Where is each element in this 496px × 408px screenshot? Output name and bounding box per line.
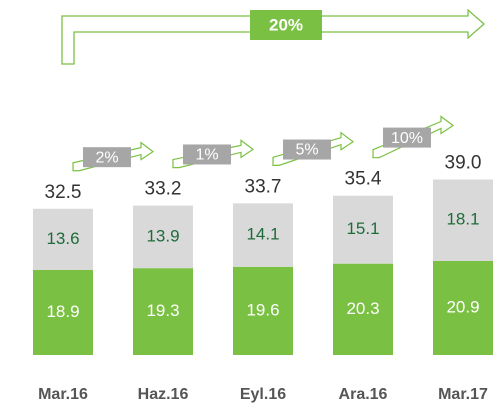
value-label: 15.1	[346, 219, 379, 238]
x-tick-label: Ara.16	[339, 386, 388, 403]
bar-segment	[133, 268, 193, 355]
total-label: 32.5	[45, 182, 82, 203]
bar-segment	[433, 260, 493, 355]
overall-growth: 20%	[269, 15, 303, 34]
total-label: 33.7	[245, 176, 282, 197]
total-label: 39.0	[445, 153, 482, 174]
growth-label: 2%	[95, 149, 118, 166]
value-label: 20.9	[446, 297, 479, 316]
growth-box	[183, 144, 231, 165]
bar-segment	[33, 208, 93, 270]
value-label: 13.9	[146, 226, 179, 245]
value-label: 14.1	[246, 225, 279, 244]
value-label: 20.3	[346, 299, 379, 318]
overall-growth-box	[250, 10, 322, 40]
value-label: 18.9	[46, 302, 79, 321]
growth-box	[283, 139, 331, 160]
bar-segment	[333, 195, 393, 264]
growth-label: 1%	[195, 147, 218, 164]
value-label: 18.1	[446, 210, 479, 229]
bar-segment	[133, 205, 193, 269]
bar-segment	[33, 269, 93, 355]
growth-label: 10%	[391, 130, 423, 147]
value-label: 19.6	[246, 300, 279, 319]
growth-label: 5%	[295, 142, 318, 159]
x-tick-label: Mar.16	[38, 386, 88, 403]
growth-box	[83, 147, 131, 168]
total-label: 35.4	[345, 169, 382, 190]
x-tick-label: Mar.17	[438, 386, 488, 403]
bar-segment	[233, 266, 293, 355]
bar-segment	[433, 179, 493, 261]
value-label: 19.3	[146, 301, 179, 320]
bar-segment	[333, 263, 393, 355]
value-label: 13.6	[46, 229, 79, 248]
total-label: 33.2	[145, 179, 182, 200]
growth-box	[383, 127, 431, 148]
x-tick-label: Haz.16	[138, 386, 189, 403]
x-tick-label: Eyl.16	[240, 386, 286, 403]
bar-segment	[233, 203, 293, 267]
